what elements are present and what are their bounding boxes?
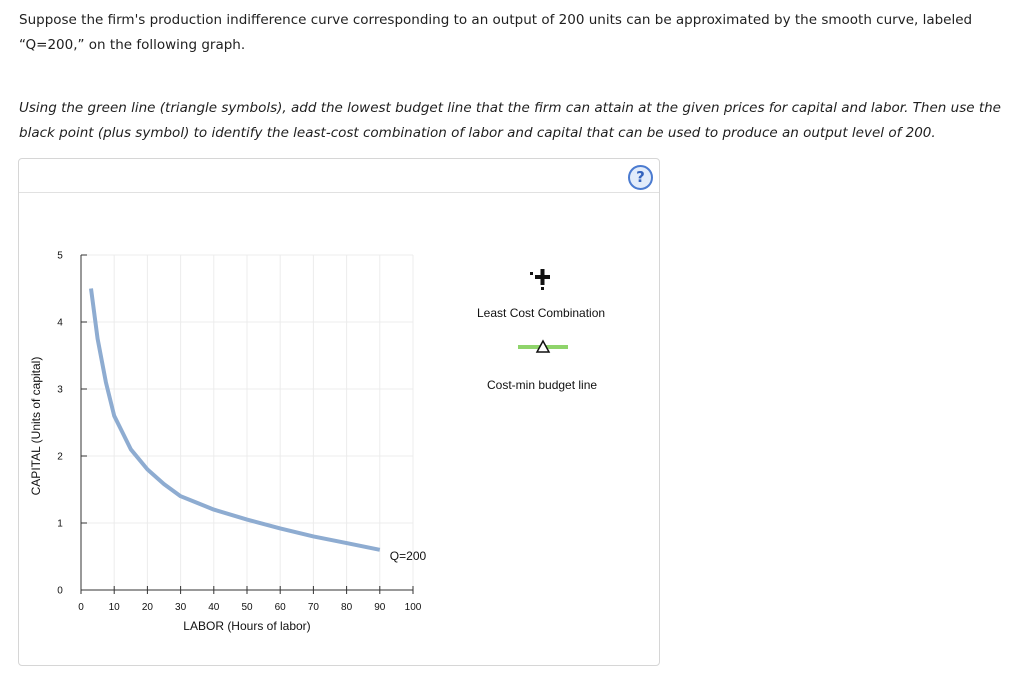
chart-ticks: 0 10 20 30 40 50 60 70 80 90 100 0 1 2 3 4 5 (57, 251, 422, 614)
y-tick-label: 4 (57, 318, 63, 329)
y-axis-label: CAPITAL (Units of capital) (29, 357, 43, 496)
curve-label: Q=200 (390, 549, 427, 563)
least-cost-label: Least Cost Combination (477, 306, 606, 320)
question-instruction: Using the green line (triangle symbols),… (19, 100, 1001, 141)
x-tick-label: 70 (308, 602, 320, 613)
x-tick-label: 10 (109, 602, 121, 613)
x-tick-label: 40 (208, 602, 220, 613)
x-tick-label: 50 (241, 602, 253, 613)
help-icon[interactable]: ? (628, 165, 653, 190)
y-tick-label: 2 (57, 452, 63, 463)
y-tick-label: 1 (57, 519, 63, 530)
chart-grid (81, 254, 414, 590)
budget-line-label: Cost-min budget line (487, 378, 598, 392)
panel-toolbar (19, 159, 659, 193)
budget-line-tool[interactable] (518, 339, 568, 353)
y-tick-label: 5 (57, 251, 63, 262)
x-tick-label: 100 (405, 602, 422, 613)
graph-panel: ? (18, 158, 660, 666)
x-tick-label: 20 (142, 602, 154, 613)
x-tick-label: 60 (275, 602, 287, 613)
x-tick-label: 0 (78, 602, 84, 613)
chart-series: Q=200 (89, 288, 427, 563)
y-tick-label: 3 (57, 385, 63, 396)
x-tick-label: 30 (175, 602, 187, 613)
x-axis-label: LABOR (Hours of labor) (183, 619, 310, 633)
x-tick-label: 90 (374, 602, 386, 613)
least-cost-plus-tool[interactable] (530, 269, 550, 290)
y-tick-label: 0 (57, 586, 63, 597)
curve-q200 (89, 288, 381, 552)
x-tick-label: 80 (341, 602, 353, 613)
question-intro: Suppose the firm's production indifferen… (19, 12, 973, 53)
